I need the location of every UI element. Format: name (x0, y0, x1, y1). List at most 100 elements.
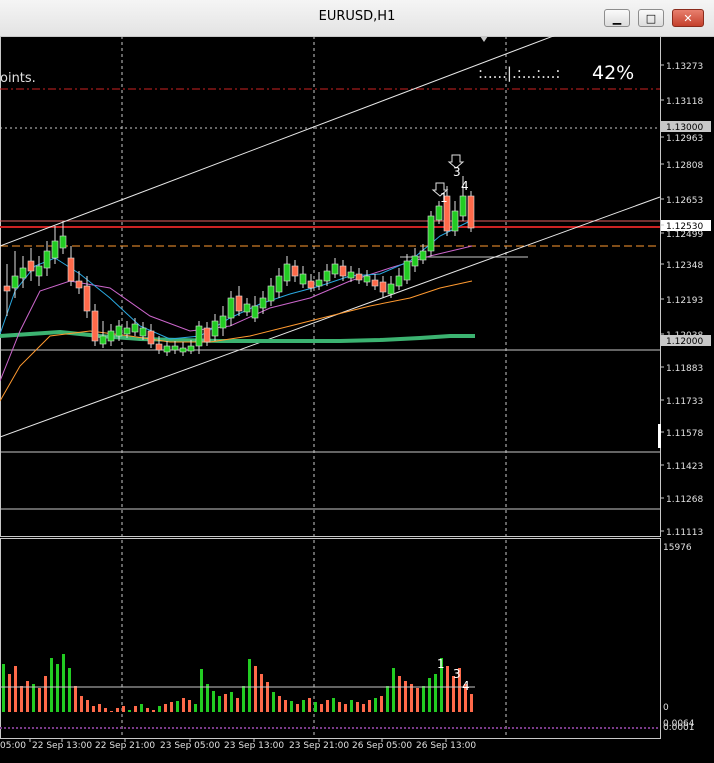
volume-bar (26, 681, 29, 712)
time-label: 23 Sep 05:00 (160, 741, 220, 751)
candle-bull (331, 263, 339, 275)
candle-bull (267, 285, 275, 302)
volume-bar (116, 708, 119, 712)
candle-bull (283, 263, 291, 282)
volume-bar (332, 698, 335, 712)
volume-bar (62, 654, 65, 712)
volume-bar (464, 684, 467, 712)
volume-bar (356, 702, 359, 712)
candle-bull (115, 325, 123, 337)
volume-bar (122, 706, 125, 712)
candle-bull (139, 327, 147, 337)
volume-bar (434, 674, 437, 712)
time-scale[interactable]: 05:00 22 Sep 13:00 22 Sep 21:00 23 Sep 05:0… (0, 738, 476, 751)
volume-bar (260, 674, 263, 712)
volume-bar (152, 710, 155, 712)
volume-bar (98, 704, 101, 712)
price-label: 1.12963 (666, 134, 703, 144)
price-label: 1.12808 (666, 161, 703, 171)
volume-bar (14, 666, 17, 712)
volume-bar (368, 700, 371, 712)
candle-bull (51, 240, 59, 259)
volume-bar (266, 682, 269, 712)
candle-bull (395, 275, 403, 287)
volume-bar (446, 666, 449, 712)
candle-bull (43, 250, 51, 269)
volume-bar (284, 700, 287, 712)
candle-bear (291, 265, 299, 277)
candle-bear (67, 257, 75, 282)
candle-bull (35, 265, 43, 277)
candle-bull (347, 271, 355, 279)
volume-scale-small-2: 0.0001 (663, 723, 695, 733)
candle-bull (259, 297, 267, 309)
candle-bull (219, 315, 227, 329)
volume-bars (2, 654, 473, 712)
down-arrow-icon (447, 154, 465, 169)
volume-bar (428, 678, 431, 712)
pattern-label-4: 4 (461, 179, 469, 193)
candle-bear (371, 279, 379, 287)
candle-bull (403, 260, 411, 281)
candle-bull (459, 195, 467, 217)
volume-bar (104, 708, 107, 712)
candle-bull (131, 323, 139, 333)
volume-bar (470, 694, 473, 712)
title-bar: EURUSD,H1 ▁ □ ✕ (0, 0, 714, 37)
price-label: 1.12499 (666, 230, 703, 240)
volume-bar (290, 701, 293, 712)
volume-bar (380, 696, 383, 712)
minimize-button[interactable]: ▁ (604, 9, 630, 27)
volume-bar (32, 684, 35, 712)
close-button[interactable]: ✕ (672, 9, 704, 27)
time-label: 23 Sep 21:00 (289, 741, 349, 751)
volume-bar (308, 698, 311, 712)
volume-bar (410, 684, 413, 712)
volume-bar (242, 686, 245, 712)
volume-scale-zero: 0 (663, 703, 669, 713)
price-chart[interactable]: oints. :.....|.:...:...: 42% 1 3 4 1 3 4… (0, 36, 714, 763)
candle-bear (147, 330, 155, 345)
volume-bar (350, 700, 353, 712)
candle-bear (3, 285, 11, 292)
candle-bear (467, 195, 475, 229)
price-label: 1.13118 (666, 97, 703, 107)
candle-bear (27, 260, 35, 272)
volume-bar (8, 674, 11, 712)
volume-bar (194, 704, 197, 712)
main-panel-frame (0, 36, 661, 537)
maximize-button[interactable]: □ (638, 9, 664, 27)
price-label: 1.12530 (666, 222, 703, 232)
price-label: 1.12348 (666, 261, 703, 271)
volume-bar (74, 686, 77, 712)
candle-bull (243, 303, 251, 313)
candle-bull (315, 279, 323, 287)
channel-lower (0, 196, 661, 438)
volume-bar (56, 664, 59, 712)
volume-bar (248, 659, 251, 712)
candle-bear (83, 285, 91, 312)
volume-bar (416, 688, 419, 712)
candle-bull (411, 255, 419, 267)
volume-bar (2, 664, 5, 712)
volume-bar (320, 704, 323, 712)
vol-pattern-label-1: 1 (437, 657, 445, 671)
pattern-label-3: 3 (453, 165, 461, 179)
volume-bar (224, 694, 227, 712)
volume-bar (278, 696, 281, 712)
scroll-marker[interactable] (658, 424, 661, 448)
channel-upper (0, 36, 555, 247)
volume-bar (272, 692, 275, 712)
volume-bar (86, 700, 89, 712)
price-label: 1.13273 (666, 62, 703, 72)
price-label: 1.11268 (666, 495, 703, 505)
candle-bull (363, 275, 371, 283)
price-label: 1.12000 (666, 337, 703, 347)
candle-bear (307, 280, 315, 289)
volume-bar (50, 658, 53, 712)
time-label: 22 Sep 21:00 (95, 741, 155, 751)
volume-panel-frame (0, 538, 661, 739)
volume-bar (200, 669, 203, 712)
